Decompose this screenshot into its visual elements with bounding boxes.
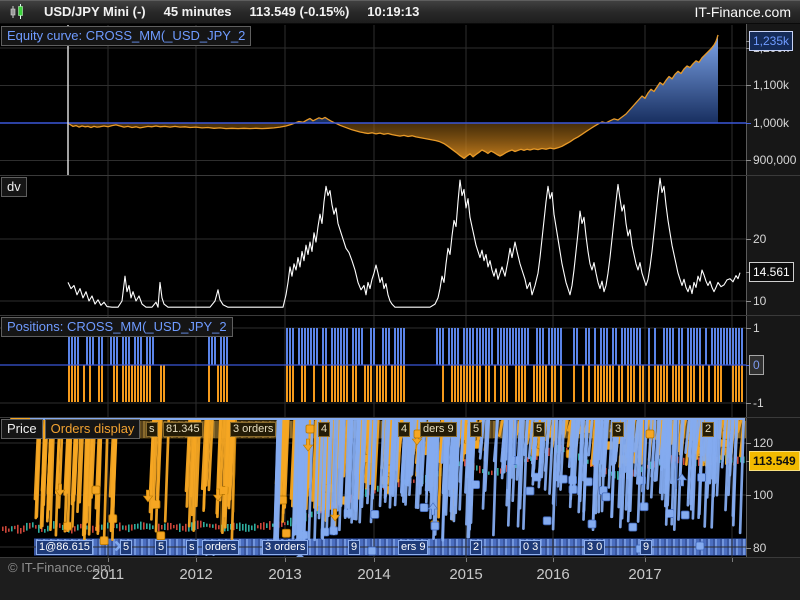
- axis-current-value: 14.561: [749, 262, 794, 282]
- axis-label: 80: [753, 541, 767, 555]
- axis-tick: [746, 365, 751, 366]
- time-axis-tick: [285, 558, 286, 562]
- axis-label: -1: [753, 396, 764, 410]
- positions-panel-label[interactable]: Positions: CROSS_MM(_USD_JPY_2: [1, 317, 233, 337]
- axis-tick: [746, 548, 751, 549]
- axis-label: 10: [753, 294, 767, 308]
- year-label: 2011: [91, 566, 125, 583]
- axis-current-value: 0: [749, 355, 764, 375]
- positions-panel[interactable]: Positions: CROSS_MM(_USD_JPY_2: [0, 316, 746, 417]
- order-label[interactable]: 3 orders: [262, 540, 309, 555]
- top-bar: USD/JPY Mini (-) 45 minutes 113.549 (-0.…: [0, 0, 800, 24]
- axis-tick: [746, 495, 751, 496]
- order-label[interactable]: s: [186, 540, 198, 555]
- axis-label: 100: [753, 488, 774, 502]
- order-label[interactable]: ers 9: [398, 540, 429, 555]
- symbol-name[interactable]: USD/JPY Mini (-): [44, 4, 146, 19]
- year-label: 2016: [536, 566, 570, 583]
- order-label[interactable]: 1@86.615: [36, 540, 93, 555]
- order-label[interactable]: s: [146, 422, 158, 437]
- year-label: 2014: [357, 566, 391, 583]
- axis-tick: [746, 239, 751, 240]
- axis-tick: [746, 123, 751, 124]
- order-label[interactable]: 4: [318, 422, 331, 437]
- axis-tick: [746, 403, 751, 404]
- order-label[interactable]: 4: [398, 422, 411, 437]
- axis-tick: [746, 301, 751, 302]
- order-label[interactable]: 2: [470, 540, 483, 555]
- order-label[interactable]: 9: [640, 540, 653, 555]
- clock: 10:19:13: [367, 4, 420, 19]
- axis-tick: [746, 272, 751, 273]
- axis-label: 900,000: [753, 153, 797, 167]
- axis-label: 120: [753, 436, 774, 450]
- brand-logo: IT-Finance.com: [694, 3, 791, 20]
- dv-panel-label[interactable]: dv: [1, 177, 27, 197]
- order-label[interactable]: 5: [120, 540, 133, 555]
- copyright-watermark: © IT-Finance.com: [8, 560, 111, 575]
- order-label[interactable]: 5: [155, 540, 168, 555]
- order-label[interactable]: 81.345: [163, 422, 203, 437]
- panel-divider[interactable]: [0, 557, 800, 558]
- positions-chart-svg: [0, 316, 746, 417]
- price-change: (-0.15%): [299, 4, 350, 19]
- axis-label: 1,000k: [753, 116, 790, 130]
- axis-current-value: 113.549: [749, 451, 800, 471]
- time-axis[interactable]: © IT-Finance.com 2011 2012 2013 2014 2015 201…: [0, 558, 800, 600]
- time-axis-tick: [645, 558, 646, 562]
- order-label[interactable]: 3 0: [584, 540, 606, 555]
- equity-panel-label[interactable]: Equity curve: CROSS_MM(_USD_JPY_2: [1, 26, 252, 46]
- time-axis-tick: [553, 558, 554, 562]
- order-label[interactable]: 3: [612, 422, 625, 437]
- order-label[interactable]: 5: [470, 422, 483, 437]
- axis-tick: [746, 48, 751, 49]
- time-axis-tick: [196, 558, 197, 562]
- order-label[interactable]: 0 3: [520, 540, 542, 555]
- axis-tick: [746, 443, 751, 444]
- axis-label: 1,100k: [753, 78, 790, 92]
- order-label[interactable]: 5: [533, 422, 546, 437]
- order-label[interactable]: 2: [702, 422, 715, 437]
- order-label[interactable]: 3 orders: [230, 422, 277, 437]
- axis-tick: [746, 461, 751, 462]
- axis-tick: [746, 160, 751, 161]
- last-price-and-change: 113.549 (-0.15%): [250, 4, 350, 19]
- equity-curve-panel[interactable]: Equity curve: CROSS_MM(_USD_JPY_2: [0, 25, 746, 175]
- panel-divider[interactable]: [0, 417, 800, 418]
- last-price: 113.549: [249, 4, 296, 19]
- order-label[interactable]: orders: [202, 540, 240, 555]
- year-label: 2017: [628, 566, 662, 583]
- time-axis-tick: [732, 558, 733, 562]
- axis-label: 1: [753, 321, 760, 335]
- price-panel-label[interactable]: Price: [1, 419, 43, 439]
- axis-current-value: 1,235k: [749, 31, 794, 51]
- panel-divider[interactable]: [0, 175, 800, 176]
- timeframe-selector[interactable]: 45 minutes: [163, 4, 232, 19]
- dv-chart-svg: [0, 176, 746, 315]
- order-label[interactable]: ders 9: [420, 422, 457, 437]
- axis-tick: [746, 41, 751, 42]
- axis-tick: [746, 328, 751, 329]
- time-axis-tick: [108, 558, 109, 562]
- panel-divider[interactable]: [0, 315, 800, 316]
- dv-indicator-panel[interactable]: dv: [0, 176, 746, 315]
- axis-tick: [746, 85, 751, 86]
- orders-display-label[interactable]: Orders display: [44, 419, 141, 439]
- value-axis-column[interactable]: 1,200k1,235k1,100k1,000k900,0002014.5611…: [746, 24, 800, 558]
- axis-label: 20: [753, 232, 767, 246]
- time-axis-tick: [374, 558, 375, 562]
- candlestick-icon: [9, 3, 26, 20]
- order-label[interactable]: 9: [348, 540, 361, 555]
- year-label: 2013: [268, 566, 302, 583]
- year-label: 2015: [449, 566, 483, 583]
- year-label: 2012: [179, 566, 213, 583]
- equity-chart-svg: [0, 25, 746, 175]
- time-axis-tick: [466, 558, 467, 562]
